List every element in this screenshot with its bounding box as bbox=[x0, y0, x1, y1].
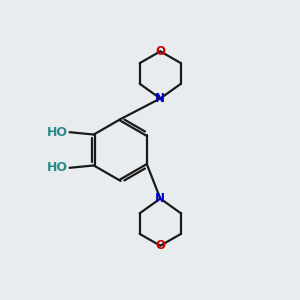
Text: N: N bbox=[155, 92, 165, 105]
Text: HO: HO bbox=[47, 126, 68, 139]
Text: N: N bbox=[155, 192, 165, 205]
Text: O: O bbox=[155, 45, 165, 58]
Text: O: O bbox=[155, 239, 165, 252]
Text: HO: HO bbox=[47, 161, 68, 174]
